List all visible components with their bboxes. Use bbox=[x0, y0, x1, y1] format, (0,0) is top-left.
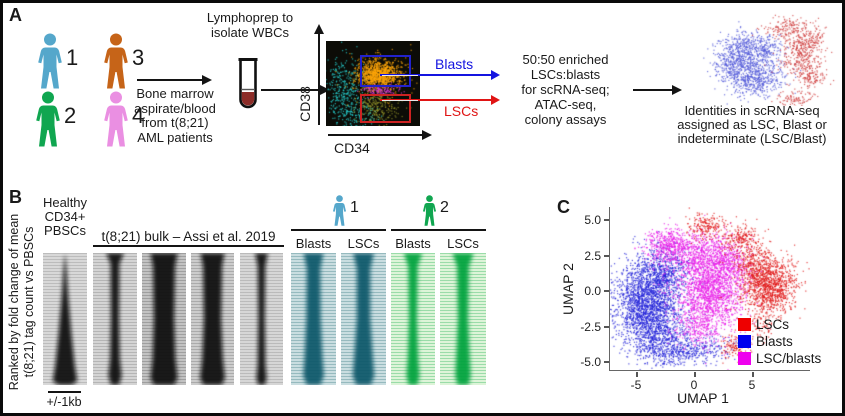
patient-2-blasts-header: Blasts bbox=[395, 236, 431, 251]
heatmap-column-bulk-2 bbox=[142, 253, 186, 385]
mini-umap-canvas bbox=[701, 11, 841, 106]
bulk-header: t(8;21) bulk – Assi et al. 2019 bbox=[101, 229, 276, 244]
patient-1-icon bbox=[33, 33, 67, 89]
heatmap-column-bulk-4 bbox=[240, 253, 283, 385]
x-tick-label-1: -5 bbox=[630, 378, 642, 392]
heatmap-column-patient1-lscs bbox=[341, 253, 386, 385]
x-tick-label-2: 0 bbox=[690, 378, 698, 392]
bulk-header-underline bbox=[93, 245, 284, 247]
lscs-gate bbox=[360, 94, 411, 123]
y-tick-label-1: 5.0 bbox=[584, 213, 601, 227]
healthy-header: Healthy CD34+ PBSCs bbox=[42, 195, 88, 238]
scalebar bbox=[48, 391, 81, 393]
heatmap-column-bulk-1 bbox=[93, 253, 137, 385]
legend-item-lsc-blasts: LSC/blasts bbox=[738, 350, 821, 367]
arrow-blasts-gate bbox=[380, 70, 500, 80]
x-tick-3 bbox=[752, 372, 754, 377]
umap2-axis-label: UMAP 2 bbox=[560, 263, 576, 315]
y-tick-3 bbox=[604, 290, 609, 292]
lscs-gate-line-core bbox=[382, 99, 418, 101]
patient-1-icon-small bbox=[330, 195, 349, 226]
patient-3-icon bbox=[99, 33, 133, 89]
patient-1-blasts-header: Blasts bbox=[295, 236, 332, 251]
heatmap-column-healthy-pbscs bbox=[43, 253, 87, 385]
umap-legend: LSCs Blasts LSC/blasts bbox=[738, 316, 821, 367]
y-tick-5 bbox=[604, 361, 609, 363]
patient-2-icon bbox=[31, 91, 65, 147]
y-tick-label-5: -5.0 bbox=[580, 355, 601, 369]
legend-swatch-lsc-blasts bbox=[738, 352, 751, 365]
arrow-to-identities bbox=[633, 84, 682, 95]
blasts-gate bbox=[360, 55, 411, 87]
patient-3-number: 3 bbox=[132, 45, 145, 70]
facs-plot bbox=[326, 41, 420, 126]
cd38-axis-label: CD38 bbox=[297, 86, 313, 122]
arrow-lscs-gate bbox=[380, 95, 500, 105]
patient-2-icon-small bbox=[420, 195, 439, 226]
patient-4-number: 4 bbox=[132, 103, 145, 128]
blood-tube-icon bbox=[237, 58, 259, 119]
patient-1-underline bbox=[291, 229, 386, 231]
heatmap-column-patient2-blasts bbox=[391, 253, 435, 385]
panel-c-label: C bbox=[557, 197, 570, 217]
patient-1-lscs-header: LSCs bbox=[347, 236, 380, 251]
x-tick-label-3: 5 bbox=[748, 378, 756, 392]
panel-a-label: A bbox=[9, 5, 22, 25]
heatmap-column-bulk-3 bbox=[191, 253, 234, 385]
scalebar-label: +/-1kb bbox=[46, 395, 82, 409]
legend-item-lscs: LSCs bbox=[738, 316, 821, 333]
heatmap-column-patient2-lscs bbox=[440, 253, 486, 385]
blasts-gate-label: Blasts bbox=[435, 56, 474, 72]
y-tick-label-2: 2.5 bbox=[584, 249, 601, 263]
cd34-axis-arrow bbox=[328, 129, 432, 140]
arrow-patients-to-tube bbox=[137, 74, 212, 85]
bone-marrow-caption: Bone marrow aspirate/blood from t(8;21) … bbox=[134, 86, 216, 145]
y-tick-2 bbox=[604, 255, 609, 257]
y-tick-label-4: -2.5 bbox=[580, 320, 601, 334]
arrow-tube-to-facs bbox=[261, 84, 330, 95]
legend-swatch-lscs bbox=[738, 318, 751, 331]
patient-1-number: 1 bbox=[66, 45, 79, 70]
blasts-gate-line-core bbox=[382, 74, 418, 76]
legend-item-blasts: Blasts bbox=[738, 333, 821, 350]
identity-caption: Identities in scRNA-seq assigned as LSC,… bbox=[677, 103, 827, 146]
umap1-axis-label: UMAP 1 bbox=[677, 390, 729, 406]
panel-b-label: B bbox=[9, 187, 22, 207]
y-tick-4 bbox=[604, 326, 609, 328]
umap-plot: LSCs Blasts LSC/blasts bbox=[609, 207, 821, 371]
y-tick-1 bbox=[604, 219, 609, 221]
legend-swatch-blasts bbox=[738, 335, 751, 348]
lscs-gate-label: LSCs bbox=[444, 103, 479, 119]
patient-2-underline bbox=[391, 229, 486, 231]
umap-scatter-canvas bbox=[610, 207, 810, 370]
x-tick-1 bbox=[636, 372, 638, 377]
patient-2-number: 2 bbox=[64, 103, 77, 128]
heatmap-column-patient1-blasts bbox=[291, 253, 336, 385]
patient-4-icon bbox=[99, 91, 133, 147]
patient-2-lscs-header: LSCs bbox=[447, 236, 479, 251]
enrichment-caption: 50:50 enriched LSCs:blasts for scRNA-seq… bbox=[521, 52, 610, 127]
x-tick-2 bbox=[694, 372, 696, 377]
cd38-axis-arrow bbox=[313, 24, 324, 125]
patient-1-number-small: 1 bbox=[350, 199, 359, 216]
patient-2-number-small: 2 bbox=[440, 199, 449, 216]
y-tick-label-3: 0.0 bbox=[584, 284, 601, 298]
lymphoprep-caption: Lymphoprep to isolate WBCs bbox=[206, 10, 294, 40]
cd34-axis-label: CD34 bbox=[334, 140, 370, 156]
